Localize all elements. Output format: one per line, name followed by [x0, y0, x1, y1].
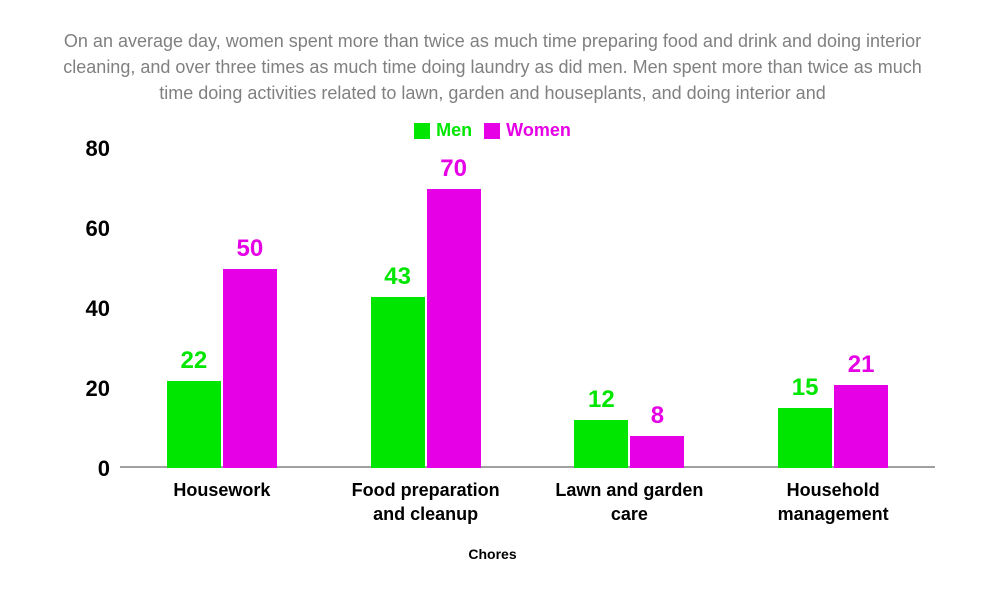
x-category-label: Housework: [120, 469, 324, 526]
bar-group: 128: [528, 149, 732, 468]
legend-item-men: Men: [414, 120, 472, 141]
plot-row: 020406080 225043701281521: [50, 149, 935, 469]
bar: 43: [371, 297, 425, 468]
legend-swatch-women: [484, 123, 500, 139]
bar: 70: [427, 189, 481, 468]
legend-swatch-men: [414, 123, 430, 139]
x-axis-title: Chores: [50, 546, 935, 562]
legend-item-women: Women: [484, 120, 571, 141]
x-labels-row: HouseworkFood preparation and cleanupLaw…: [50, 469, 935, 526]
bar-groups: 225043701281521: [120, 149, 935, 468]
y-tick: 60: [50, 216, 110, 242]
x-category-label: Household management: [731, 469, 935, 526]
bar-value-label: 12: [588, 386, 615, 414]
bar-value-label: 21: [848, 351, 875, 379]
x-labels: HouseworkFood preparation and cleanupLaw…: [120, 469, 935, 526]
bar-group: 1521: [731, 149, 935, 468]
bar-value-label: 43: [384, 263, 411, 291]
x-category-label: Food preparation and cleanup: [324, 469, 528, 526]
bar-value-label: 15: [792, 374, 819, 402]
legend: Men Women: [50, 120, 935, 141]
y-tick: 0: [50, 456, 110, 482]
y-tick: 80: [50, 136, 110, 162]
legend-label-men: Men: [436, 120, 472, 141]
bar-group: 4370: [324, 149, 528, 468]
x-category-label: Lawn and garden care: [528, 469, 732, 526]
bar-value-label: 8: [651, 402, 664, 430]
bar: 22: [167, 381, 221, 469]
chart-container: On an average day, women spent more than…: [0, 0, 985, 608]
y-tick: 20: [50, 376, 110, 402]
bar: 21: [834, 385, 888, 469]
bar-group: 2250: [120, 149, 324, 468]
y-axis: 020406080: [50, 149, 120, 469]
bar: 50: [223, 269, 277, 468]
bar-value-label: 22: [181, 347, 208, 375]
chart-title: On an average day, women spent more than…: [58, 28, 928, 106]
bar-value-label: 70: [440, 155, 467, 183]
bar: 15: [778, 408, 832, 468]
legend-label-women: Women: [506, 120, 571, 141]
bar-value-label: 50: [237, 235, 264, 263]
y-tick: 40: [50, 296, 110, 322]
plot-area: 225043701281521: [120, 149, 935, 469]
bar: 8: [630, 436, 684, 468]
bar: 12: [574, 420, 628, 468]
